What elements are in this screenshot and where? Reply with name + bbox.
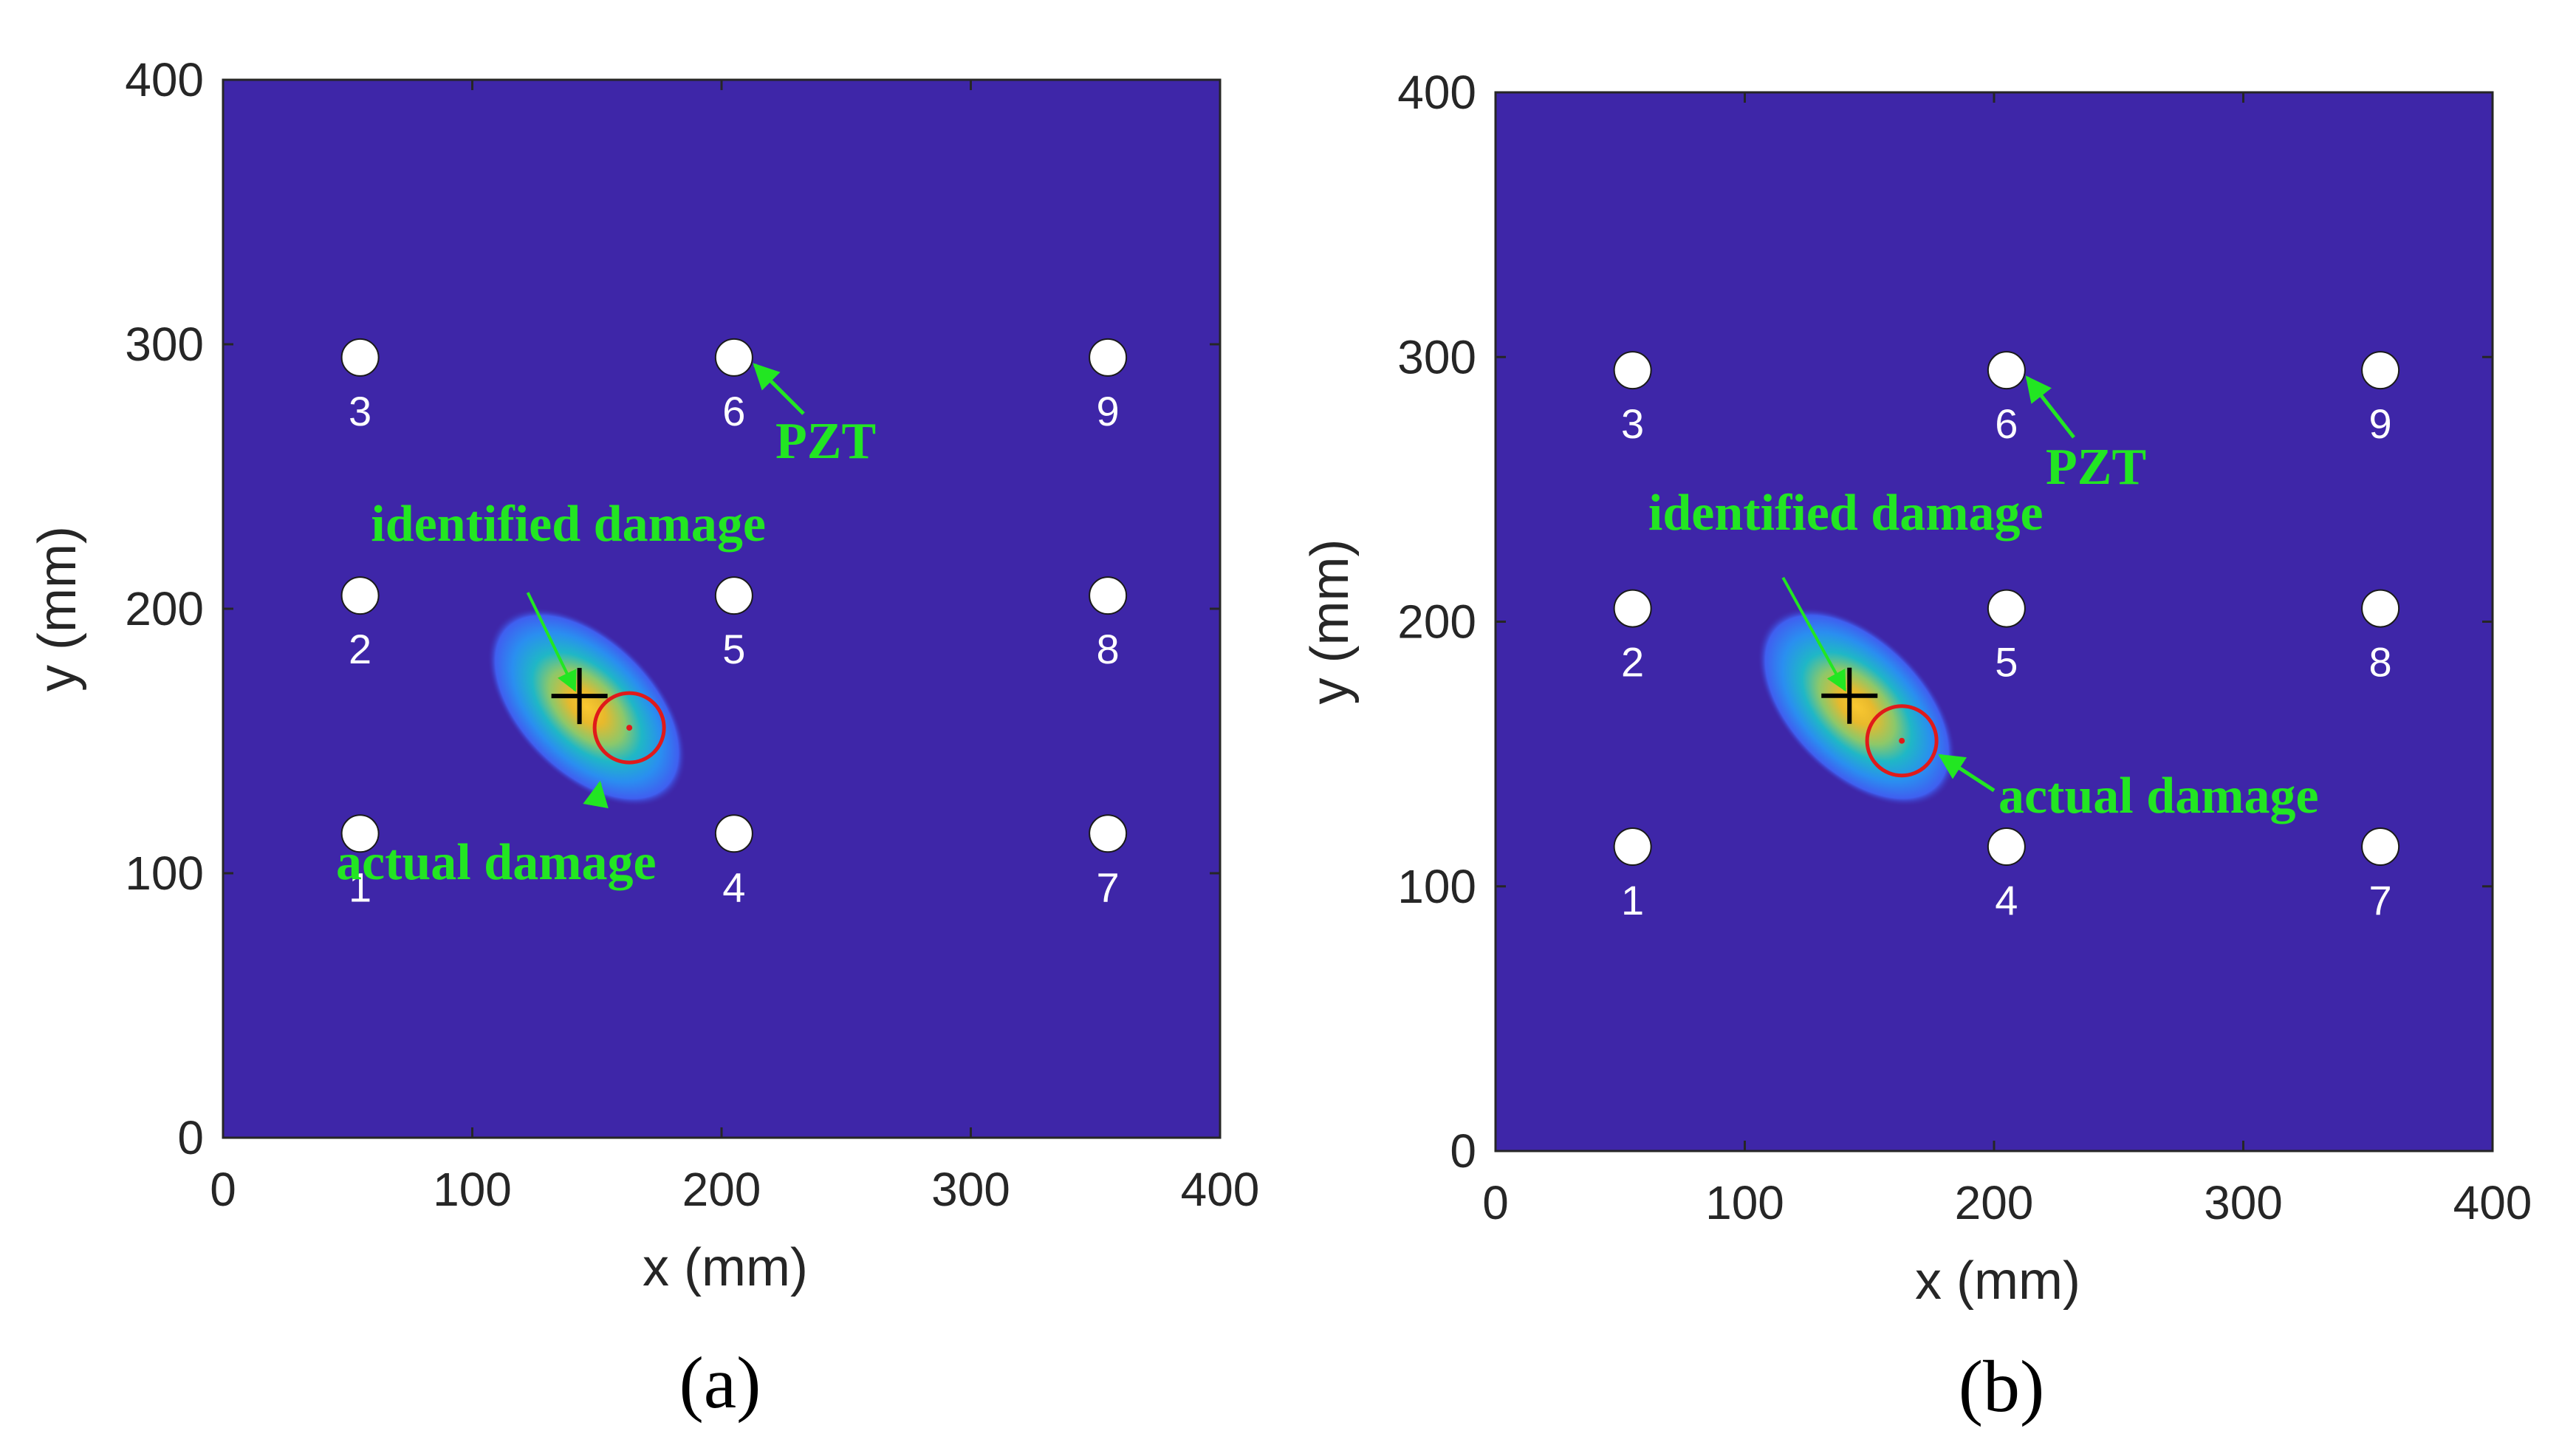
pzt-sensor-marker xyxy=(2361,827,2400,867)
y-tick-label: 400 xyxy=(125,53,204,106)
pzt-annotation: PZT xyxy=(775,413,876,470)
pzt-sensor-marker xyxy=(714,338,753,377)
pzt-sensor-marker xyxy=(1613,351,1652,390)
pzt-sensor-marker xyxy=(714,814,753,853)
pzt-sensor-label: 1 xyxy=(1621,877,1644,923)
actual-damage-annotation: actual damage xyxy=(336,834,657,891)
actual-damage-marker xyxy=(592,691,666,765)
actual-damage-annotation: actual damage xyxy=(1998,768,2319,824)
damage-heat-blob xyxy=(487,607,687,807)
x-tick-label: 200 xyxy=(682,1163,761,1216)
pzt-sensor-marker xyxy=(2361,589,2400,628)
x-tick-label: 300 xyxy=(931,1163,1010,1216)
pzt-sensor-marker xyxy=(1987,589,2026,628)
y-tick-label: 100 xyxy=(1397,860,1476,913)
pzt-sensor-marker xyxy=(1089,814,1128,853)
pzt-sensor-marker xyxy=(1613,827,1652,867)
identified-damage-marker xyxy=(551,668,608,725)
identified-damage-marker xyxy=(1821,667,1878,724)
pzt-sensor-label: 7 xyxy=(1097,864,1120,910)
identified-damage-arrow xyxy=(526,592,577,692)
panel-caption: (b) xyxy=(1959,1345,2045,1427)
y-tick-label: 300 xyxy=(1397,330,1476,383)
chart-panel-b: 0 100 200 300 400 0 100 200 300 400 x (mm) y (mm) 1 2… xyxy=(1301,66,2532,1427)
pzt-sensor-label: 5 xyxy=(1995,639,2018,686)
x-tick-label: 300 xyxy=(2204,1176,2283,1229)
x-tick-label: 0 xyxy=(210,1163,236,1216)
pzt-sensor-marker xyxy=(1089,576,1128,615)
actual-damage-center xyxy=(1899,737,1905,744)
x-tick-label: 400 xyxy=(2453,1176,2532,1229)
pzt-sensor-label: 3 xyxy=(349,388,371,434)
x-tick-label: 100 xyxy=(433,1163,512,1216)
pzt-sensor-label: 8 xyxy=(2369,639,2392,686)
actual-damage-center xyxy=(626,725,633,731)
pzt-sensor-marker xyxy=(714,576,753,615)
pzt-sensor-label: 6 xyxy=(722,388,745,434)
pzt-sensor-marker xyxy=(340,338,380,377)
pzt-sensor-label: 9 xyxy=(2369,400,2392,447)
pzt-sensor-marker xyxy=(1987,351,2026,390)
pzt-sensor-label: 9 xyxy=(1097,388,1120,434)
actual-damage-arrow xyxy=(1938,754,1996,793)
actual-damage-arrow xyxy=(583,780,609,809)
pzt-sensor-label: 4 xyxy=(722,864,745,910)
pzt-sensor-label: 6 xyxy=(1995,400,2018,447)
y-tick-label: 400 xyxy=(1397,66,1476,119)
y-axis-label: y (mm) xyxy=(28,526,87,691)
pzt-sensor-label: 5 xyxy=(722,626,745,672)
pzt-sensor-marker xyxy=(1613,589,1652,628)
chart-panel-a: 0 100 200 300 400 0 100 200 300 400 x (mm) y (mm) 1 2… xyxy=(28,53,1259,1424)
x-axis-label: x (mm) xyxy=(1915,1251,2080,1311)
pzt-sensor-marker xyxy=(340,576,380,615)
pzt-sensor-marker xyxy=(1987,827,2026,867)
identified-damage-arrow xyxy=(1781,576,1847,692)
damage-heat-blob xyxy=(1757,607,1956,807)
pzt-sensor-label: 1 xyxy=(349,864,371,910)
pzt-sensor-label: 8 xyxy=(1097,626,1120,672)
pzt-arrow xyxy=(2025,375,2075,439)
pzt-arrow xyxy=(753,363,805,415)
pzt-sensor-label: 2 xyxy=(349,626,371,672)
identified-damage-annotation: identified damage xyxy=(1648,485,2044,542)
x-tick-label: 200 xyxy=(1955,1176,2034,1229)
identified-damage-annotation: identified damage xyxy=(371,496,766,553)
y-tick-label: 300 xyxy=(125,318,204,371)
pzt-sensor-marker xyxy=(1089,338,1128,377)
actual-damage-marker xyxy=(1865,704,1939,778)
y-axis-label: y (mm) xyxy=(1301,539,1360,705)
x-tick-label: 400 xyxy=(1181,1163,1260,1216)
panel-caption: (a) xyxy=(679,1342,761,1424)
y-tick-label: 100 xyxy=(125,847,204,900)
pzt-annotation: PZT xyxy=(2046,439,2146,496)
pzt-sensor-marker xyxy=(2361,351,2400,390)
pzt-sensor-label: 4 xyxy=(1995,877,2018,923)
pzt-sensor-marker xyxy=(340,814,380,853)
pzt-sensor-label: 7 xyxy=(2369,877,2392,923)
y-tick-label: 0 xyxy=(1450,1124,1476,1178)
x-tick-label: 0 xyxy=(1482,1176,1509,1229)
pzt-sensor-label: 3 xyxy=(1621,400,1644,447)
y-tick-label: 200 xyxy=(1397,595,1476,649)
x-tick-label: 100 xyxy=(1705,1176,1784,1229)
y-tick-label: 0 xyxy=(177,1111,204,1164)
x-axis-label: x (mm) xyxy=(643,1238,808,1297)
pzt-sensor-label: 2 xyxy=(1621,639,1644,686)
y-tick-label: 200 xyxy=(125,582,204,635)
